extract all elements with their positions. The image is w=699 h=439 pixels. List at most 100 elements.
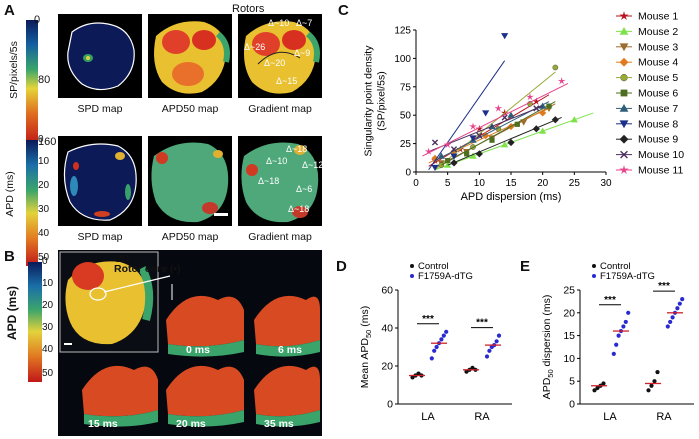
c-data-point — [469, 152, 477, 159]
c-legend-label: Mouse 7 — [638, 103, 678, 115]
caption-spd-map-1: SPD map — [77, 103, 123, 115]
c-data-point — [501, 141, 509, 148]
c-trend-line — [441, 101, 556, 166]
c-data-point — [532, 125, 540, 133]
e-group-ra-control — [645, 369, 661, 393]
grad1-label-1: Δ~7 — [296, 18, 313, 28]
e-ylabel: APD50 dispersion (ms) — [541, 295, 555, 400]
panel-a-title: Rotors — [232, 3, 265, 15]
e-data-point — [626, 310, 631, 315]
colorbar-apd-b-tick-0: 0 — [42, 256, 48, 267]
e-sig-label: *** — [658, 281, 670, 292]
time-label-4: 35 ms — [264, 418, 294, 430]
c-legend-label: Mouse 10 — [638, 149, 684, 161]
c-data-point — [431, 164, 439, 172]
c-series-6 — [441, 101, 556, 166]
grad2-label-4: Δ~6 — [296, 184, 313, 194]
c-data-point — [443, 140, 452, 149]
colorbar-spd-tick-2: 160 — [38, 136, 57, 148]
c-data-point — [469, 135, 477, 142]
d-data-point — [434, 344, 439, 350]
c-xtick-label: 5 — [445, 178, 451, 189]
d-legend-label: Control — [418, 261, 449, 272]
e-data-point — [595, 385, 600, 391]
d-data-point — [464, 369, 469, 374]
grad2-label-1: Δ~10 — [266, 156, 288, 166]
time-label-0: 0 ms — [186, 344, 210, 356]
d-data-point — [494, 339, 499, 344]
c-data-point — [507, 138, 515, 147]
c-xtick-label: 15 — [505, 178, 517, 189]
d-data-point — [416, 371, 421, 376]
c-legend-label: Mouse 6 — [638, 88, 678, 100]
e-ytick-label: 10 — [563, 353, 575, 365]
c-data-point — [507, 111, 515, 118]
colorbar-apd-a-tick-3: 30 — [38, 204, 50, 215]
chart-apd-vs-spd: 0 5 10 15 20 25 30 0 25 50 75 100 125 APD dispersion … — [363, 11, 685, 204]
d-data-point — [444, 329, 449, 334]
d-data-point — [439, 337, 444, 342]
panel-a-letter: A — [4, 2, 15, 19]
c-data-point — [437, 152, 445, 159]
d-legend-marker — [410, 274, 414, 278]
colorbar-apd-a-label: APD (ms) — [4, 171, 16, 217]
c-data-point — [476, 132, 483, 139]
c-xtick-label: 25 — [569, 178, 581, 189]
caption-spd-map-2: SPD map — [77, 231, 123, 243]
panel-b-letter: B — [4, 248, 15, 265]
c-trend-line — [434, 112, 594, 171]
c-data-point — [514, 121, 520, 127]
c-data-point — [482, 110, 490, 117]
colorbar-apd-a-tick-5: 50 — [38, 252, 50, 263]
c-legend-label: Mouse 11 — [638, 165, 683, 177]
caption-gradient-map-1: Gradient map — [248, 103, 312, 115]
e-data-point — [623, 319, 628, 325]
colorbar-spd-label: SP/pixels/5s — [8, 41, 20, 99]
d-ytick-label: 20 — [381, 361, 393, 373]
c-legend-label: Mouse 4 — [638, 57, 678, 69]
colorbar-apd-a-tick-4: 40 — [38, 228, 50, 239]
c-data-point — [450, 159, 458, 167]
grad1-label-5: Δ~15 — [276, 76, 298, 86]
c-xtick-label: 20 — [537, 178, 549, 189]
c-data-point — [431, 139, 439, 146]
time-label-1: 6 ms — [278, 344, 302, 356]
c-series-2 — [434, 112, 594, 171]
e-group-ra-mutant — [665, 297, 685, 329]
d-ytick-label: 0 — [387, 399, 393, 411]
e-legend-label: F1759A-dTG — [600, 271, 655, 282]
c-data-point — [539, 127, 547, 134]
rotor-3d-panel — [58, 250, 322, 436]
d-sig-label: *** — [476, 318, 488, 329]
grad1-label-4: Δ~20 — [264, 58, 286, 68]
label-rotor-core: Rotor core (•) — [114, 263, 181, 275]
e-data-point — [592, 388, 597, 393]
chart-apd50-dispersion: 0 5 10 15 20 25 APD50 dispersion (ms) ControlF1… — [541, 261, 694, 423]
c-data-point — [475, 124, 484, 133]
d-data-point — [470, 365, 475, 370]
e-data-point — [649, 383, 654, 388]
e-legend-marker — [592, 274, 596, 278]
c-xtick-label: 10 — [474, 178, 486, 189]
e-ytick-label: 5 — [569, 376, 575, 388]
c-data-point — [533, 105, 540, 112]
colorbar-spd — [26, 20, 38, 144]
colorbar-apd-a — [26, 140, 38, 266]
colorbar-spd-tick-0: 0 — [34, 14, 41, 26]
colorbar-apd-a-tick-1: 10 — [38, 156, 50, 167]
c-ytick-label: 25 — [400, 139, 412, 150]
caption-apd50-map-1: APD50 map — [161, 103, 219, 115]
d-legend-marker — [410, 264, 414, 268]
colorbar-apd-b-tick-4: 40 — [42, 344, 54, 355]
c-series-8 — [428, 33, 509, 172]
time-label-3: 20 ms — [176, 418, 206, 430]
e-data-point — [621, 324, 626, 329]
d-group-la-mutant — [429, 329, 449, 361]
d-ytick-label: 60 — [381, 285, 393, 297]
c-data-point — [494, 104, 503, 112]
c-data-point — [551, 116, 559, 124]
grad1-label-0: Δ~10 — [268, 18, 290, 28]
c-data-point — [552, 64, 559, 71]
panel-e-letter: E — [520, 258, 531, 275]
d-data-point — [441, 333, 446, 338]
